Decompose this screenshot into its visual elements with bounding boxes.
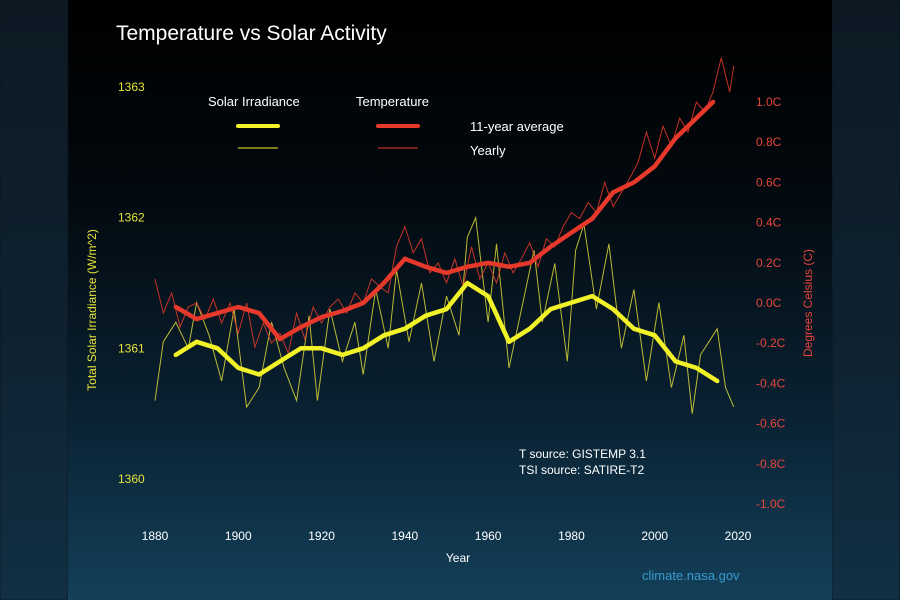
annotation-tsi-source: TSI source: SATIRE-T2: [519, 463, 644, 477]
y-right-tick-label: -0.2C: [756, 336, 786, 350]
chart-title: Temperature vs Solar Activity: [116, 22, 387, 45]
y-axis-right-ticks: 1.0C 0.8C 0.6C 0.4C 0.2C 0.0C -0.2C -0.4C -0.6C -…: [756, 95, 786, 511]
y-right-tick-label: 0.4C: [756, 216, 782, 230]
x-tick-label: 1880: [142, 529, 169, 543]
legend-temp-label: Temperature: [356, 94, 429, 109]
y-left-tick-label: 1360: [118, 472, 145, 486]
y-left-tick-label: 1363: [118, 80, 145, 94]
y-right-tick-label: 0.0C: [756, 296, 782, 310]
blurred-background-left: [0, 0, 68, 600]
x-tick-label: 2020: [725, 529, 752, 543]
y-axis-left-label: Total Solar Irradiance (W/m^2): [85, 229, 99, 391]
credit-link[interactable]: climate.nasa.gov: [642, 568, 740, 583]
blurred-background-right: [832, 0, 900, 600]
legend-average-label: 11-year average: [470, 119, 564, 134]
x-axis-label: Year: [446, 551, 470, 565]
y-left-tick-label: 1361: [118, 341, 145, 355]
series-solar-average-line: [173, 280, 720, 384]
y-right-tick-label: 0.6C: [756, 175, 782, 189]
y-right-tick-label: 0.8C: [756, 135, 782, 149]
legend-yearly-label: Yearly: [470, 143, 506, 158]
legend: Solar Irradiance Temperature 11-year ave…: [208, 94, 564, 158]
y-right-tick-label: -1.0C: [756, 497, 786, 511]
x-tick-label: 1940: [392, 529, 419, 543]
x-tick-label: 1920: [308, 529, 335, 543]
y-right-tick-label: -0.6C: [756, 417, 786, 431]
chart-panel: [68, 0, 832, 600]
series-solar-yearly-line: [154, 215, 735, 414]
series-temp-average-line: [173, 99, 716, 342]
legend-solar-label: Solar Irradiance: [208, 94, 300, 109]
series-temp-yearly-line: [154, 57, 735, 355]
y-right-tick-label: -0.8C: [756, 457, 786, 471]
x-tick-label: 1900: [225, 529, 252, 543]
x-axis-ticks: 1880 1900 1920 1940 1960 1980 2000 2020: [142, 529, 752, 543]
y-right-tick-label: 0.2C: [756, 256, 782, 270]
y-axis-right-label: Degrees Celsius (C): [801, 249, 815, 357]
x-tick-label: 2000: [641, 529, 668, 543]
y-left-tick-label: 1362: [118, 211, 145, 225]
y-axis-left-ticks: 1360 1361 1362 1363: [118, 80, 145, 486]
y-right-tick-label: -0.4C: [756, 376, 786, 390]
y-right-tick-label: 1.0C: [756, 95, 782, 109]
x-tick-label: 1960: [475, 529, 502, 543]
x-tick-label: 1980: [558, 529, 585, 543]
annotation-temp-source: T source: GISTEMP 3.1: [519, 447, 646, 461]
